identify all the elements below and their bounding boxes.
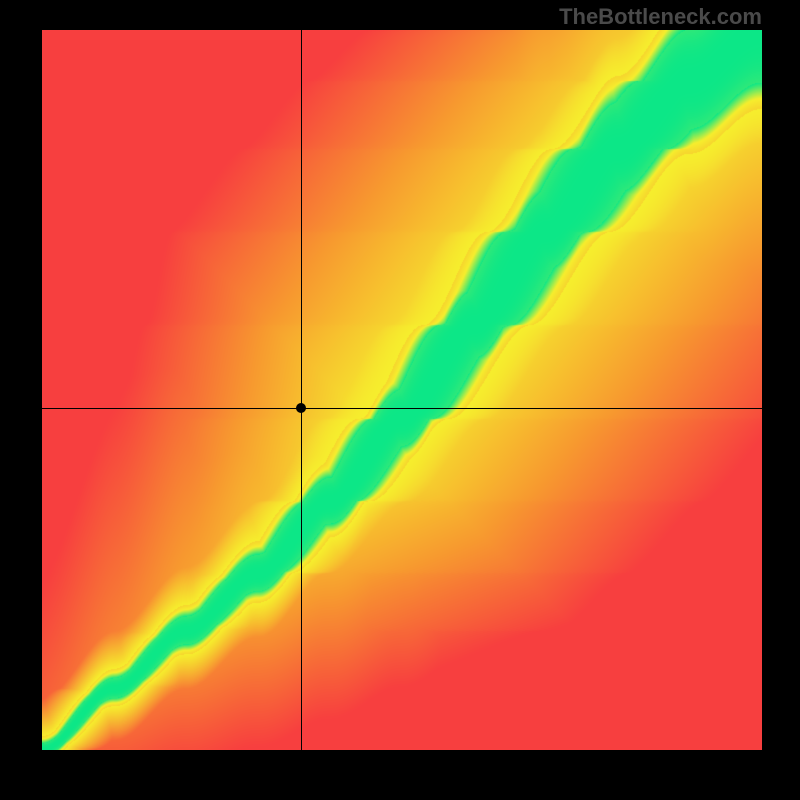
plot-area — [42, 30, 762, 750]
watermark-text: TheBottleneck.com — [559, 4, 762, 30]
crosshair-horizontal — [42, 408, 762, 409]
crosshair-vertical — [301, 30, 302, 750]
heatmap-canvas — [42, 30, 762, 750]
chart-container: TheBottleneck.com — [0, 0, 800, 800]
